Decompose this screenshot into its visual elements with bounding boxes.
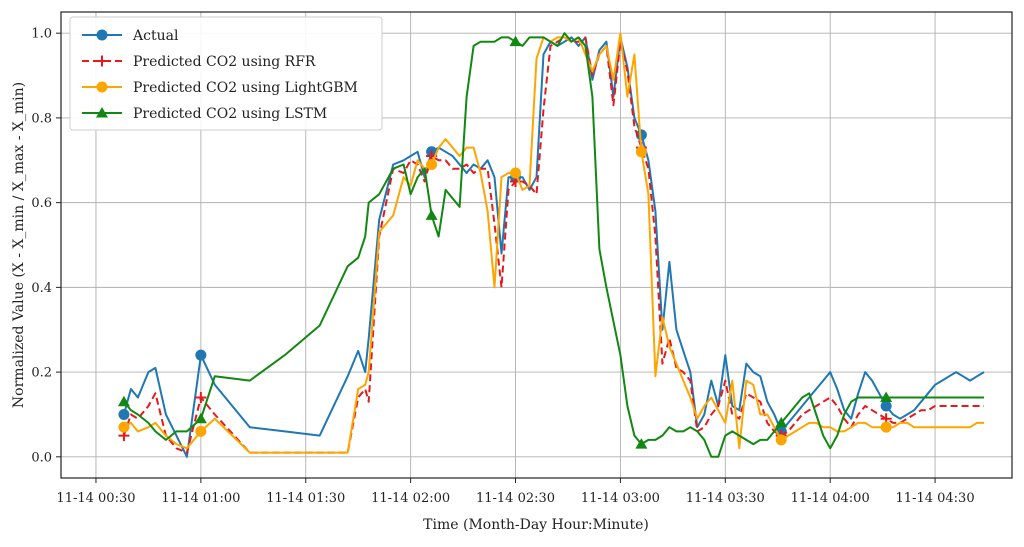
- legend-entry: Predicted CO2 using LSTM: [82, 106, 327, 122]
- data-point: [635, 438, 648, 449]
- x-tick-label: 11-14 01:30: [266, 491, 345, 506]
- data-point: [426, 159, 438, 171]
- data-point: [880, 400, 892, 412]
- x-tick-label: 11-14 01:00: [161, 491, 240, 506]
- data-point: [117, 395, 130, 407]
- data-point: [509, 35, 522, 47]
- x-tick-label: 11-14 02:00: [371, 491, 450, 506]
- series-line: [123, 32, 984, 454]
- legend-box: [69, 16, 383, 131]
- data-point: [194, 412, 207, 424]
- data-point: [195, 425, 207, 437]
- legend-marker: [96, 81, 108, 93]
- data-point: [425, 209, 438, 220]
- x-tick-label: 11-14 04:30: [896, 491, 975, 506]
- y-tick-label: 0.8: [31, 111, 52, 126]
- data-point: [775, 416, 788, 428]
- series-3: [118, 32, 984, 454]
- x-axis: 11-14 00:30 11-14 01:00 11-14 01:30 11-14 0…: [56, 478, 975, 506]
- legend-label: Actual: [132, 28, 179, 44]
- legend-label: Predicted CO2 using LSTM: [133, 106, 327, 122]
- series-4: [117, 32, 984, 458]
- legend-entry: Predicted CO2 using LightGBM: [82, 80, 358, 96]
- series-line: [123, 32, 984, 458]
- legend-label: Predicted CO2 using RFR: [133, 54, 316, 70]
- x-axis-title: Time (Month-Day Hour:Minute): [423, 517, 649, 533]
- legend: Actual Predicted CO2 using RFR Predicted C…: [69, 16, 383, 131]
- y-axis: 0.0 0.2 0.4 0.6 0.8 1.0: [31, 27, 61, 465]
- legend-marker: [96, 107, 108, 118]
- data-point: [635, 129, 647, 141]
- data-point: [775, 434, 787, 446]
- y-tick-label: 1.0: [31, 27, 52, 42]
- data-point: [510, 167, 522, 179]
- x-tick-label: 11-14 03:00: [581, 491, 660, 506]
- grid: [61, 12, 1012, 478]
- legend-entry: Actual: [82, 28, 179, 44]
- y-tick-label: 0.0: [31, 450, 52, 465]
- x-tick-label: 11-14 03:30: [686, 491, 765, 506]
- data-point: [195, 392, 207, 404]
- y-axis-title: Normalized Value (X - X_min / X_max - X_…: [11, 82, 27, 408]
- y-tick-label: 0.4: [31, 281, 52, 296]
- legend-marker: [96, 29, 108, 41]
- y-tick-label: 0.2: [31, 366, 52, 381]
- data-point: [118, 408, 130, 420]
- legend-entry: Predicted CO2 using RFR: [82, 54, 316, 70]
- x-tick-label: 11-14 00:30: [56, 491, 135, 506]
- series-group: [117, 32, 985, 458]
- legend-marker: [96, 55, 108, 67]
- plot-frame: [60, 11, 1013, 479]
- data-point: [635, 146, 647, 158]
- data-point: [195, 349, 207, 361]
- data-point: [880, 391, 893, 403]
- x-tick-label: 11-14 02:30: [476, 491, 555, 506]
- data-point: [118, 421, 130, 433]
- y-tick-label: 0.6: [31, 196, 52, 211]
- x-tick-label: 11-14 04:00: [791, 491, 870, 506]
- legend-label: Predicted CO2 using LightGBM: [133, 80, 358, 96]
- data-point: [880, 421, 892, 433]
